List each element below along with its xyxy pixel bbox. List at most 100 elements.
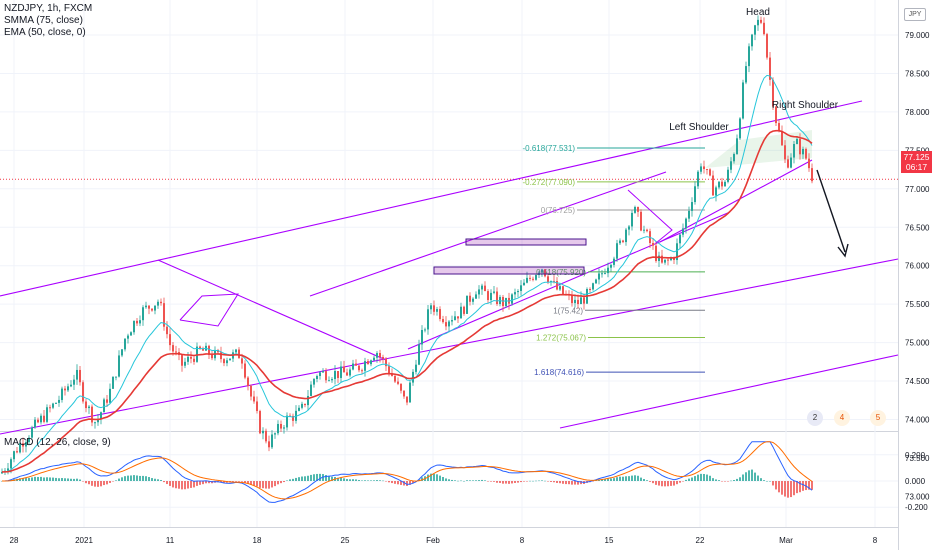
candle-body <box>604 273 606 275</box>
macd-histogram-bar <box>277 481 279 485</box>
fib-level-label: 1(75.42) <box>553 306 583 315</box>
candle-body <box>100 412 102 420</box>
macd-histogram-bar <box>478 480 480 481</box>
macd-histogram-bar <box>760 478 762 481</box>
candle-body <box>769 57 771 80</box>
candle-body <box>628 226 630 230</box>
macd-histogram-bar <box>52 477 54 481</box>
candle-body <box>427 309 429 330</box>
channel-line <box>559 354 899 429</box>
candle-body <box>79 369 81 383</box>
candle-body <box>67 386 69 391</box>
macd-histogram-bar <box>394 481 396 484</box>
candle-body <box>766 34 768 58</box>
event-icon-1[interactable]: 2 <box>807 410 823 426</box>
macd-histogram-bar <box>376 480 378 481</box>
candle-body <box>115 376 117 378</box>
candle-body <box>805 148 807 159</box>
candle-body <box>388 366 390 374</box>
candle-body <box>76 369 78 380</box>
price-tick-label: 75.000 <box>905 339 930 348</box>
candle-body <box>85 401 87 409</box>
macd-histogram-bar <box>160 479 162 481</box>
candle-body <box>64 388 66 391</box>
macd-histogram-bar <box>61 478 63 481</box>
candle-body <box>46 407 48 422</box>
candle-body <box>430 305 432 310</box>
price-tick-label: 74.000 <box>905 416 930 425</box>
time-tick-label: 11 <box>166 536 175 545</box>
macd-histogram-bar <box>745 472 747 481</box>
macd-histogram-bar <box>208 481 210 484</box>
candle-body <box>130 332 132 336</box>
event-icon-2[interactable]: 4 <box>834 410 850 426</box>
macd-histogram-bar <box>718 480 720 481</box>
candle-body <box>88 406 90 409</box>
candle-body <box>133 320 135 333</box>
candle-body <box>172 345 174 352</box>
candle-body <box>97 419 99 423</box>
candle-body <box>58 399 60 403</box>
macd-histogram-bar <box>445 478 447 481</box>
macd-histogram-bar <box>283 481 285 483</box>
smma-line <box>1 129 813 473</box>
macd-histogram-bar <box>451 479 453 481</box>
macd-histogram-bar <box>706 474 708 481</box>
macd-histogram-bar <box>784 481 786 497</box>
candle-body <box>763 22 765 35</box>
macd-histogram-bar <box>547 481 549 482</box>
macd-histogram-bar <box>454 480 456 481</box>
macd-histogram-bar <box>355 479 357 481</box>
macd-histogram-bar <box>1 481 3 482</box>
candle-body <box>283 427 285 429</box>
candle-body <box>256 401 258 412</box>
candle-body <box>448 321 450 327</box>
time-tick-label: Mar <box>779 536 793 545</box>
candle-body <box>169 334 171 346</box>
candle-body <box>10 459 12 469</box>
macd-histogram-bar <box>157 479 159 481</box>
macd-histogram-bar <box>193 481 195 488</box>
macd-histogram-bar <box>184 481 186 490</box>
macd-histogram-bar <box>592 481 594 482</box>
macd-histogram-bar <box>28 477 30 481</box>
candle-body <box>148 305 150 309</box>
event-icon-3-count: 5 <box>875 413 881 422</box>
candle-body <box>778 123 780 132</box>
candle-body <box>292 415 294 421</box>
candle-body <box>724 181 726 187</box>
macd-histogram-bar <box>751 469 753 481</box>
candle-body <box>796 138 798 145</box>
macd-histogram-bar <box>799 481 801 493</box>
candle-body <box>613 258 615 265</box>
candle-body <box>610 264 612 268</box>
candle-body <box>775 106 777 124</box>
candle-body <box>136 320 138 324</box>
macd-histogram-bar <box>175 481 177 489</box>
candle-body <box>703 166 705 170</box>
macd-histogram-bar <box>247 481 249 484</box>
macd-histogram-bar <box>82 481 84 482</box>
macd-histogram-bar <box>532 480 534 482</box>
candle-body <box>514 292 516 295</box>
event-icon-3[interactable]: 5 <box>870 410 886 426</box>
candle-body <box>175 351 177 353</box>
macd-histogram-bar <box>349 479 351 481</box>
candle-body <box>382 356 384 359</box>
macd-histogram-bar <box>166 481 168 485</box>
macd-histogram-bar <box>307 475 309 481</box>
candle-body <box>712 175 714 196</box>
candle-body <box>349 369 351 376</box>
candle-body <box>160 301 162 304</box>
macd-histogram-bar <box>367 480 369 481</box>
macd-histogram-bar <box>535 480 537 482</box>
currency-label[interactable]: JPY <box>904 8 926 21</box>
macd-histogram-bar <box>682 481 684 482</box>
macd-histogram-bar <box>634 475 636 481</box>
macd-histogram-bar <box>733 480 735 481</box>
candle-body <box>607 267 609 274</box>
candle-body <box>253 396 255 402</box>
macd-histogram-bar <box>712 478 714 481</box>
candle-body <box>529 277 531 279</box>
